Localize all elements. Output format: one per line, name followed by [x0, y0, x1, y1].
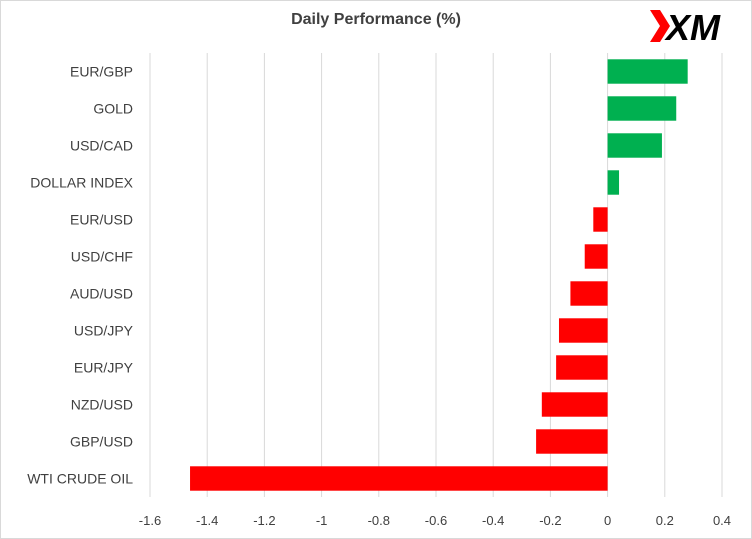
category-label: AUD/USD	[70, 286, 133, 302]
category-label: WTI CRUDE OIL	[27, 471, 133, 487]
x-tick-label: -1.2	[253, 513, 275, 528]
category-label: USD/JPY	[74, 323, 134, 339]
category-label: EUR/GBP	[70, 64, 133, 80]
bar	[607, 170, 620, 195]
x-tick-label: -0.2	[539, 513, 561, 528]
bar	[584, 244, 608, 269]
bar	[607, 133, 662, 158]
bar	[607, 59, 688, 84]
logo-text: XM	[664, 7, 721, 46]
bar	[570, 281, 608, 306]
x-tick-label: 0	[604, 513, 611, 528]
category-labels: EUR/GBP GOLD USD/CAD DOLLAR INDEX EUR/USD USD…	[27, 64, 133, 487]
x-tick-label: -0.4	[482, 513, 504, 528]
x-tick-labels: -1.6 -1.4 -1.2 -1 -0.8 -0.6 -0.4 -0.2 0 0.2 0.4	[139, 513, 731, 528]
bar	[541, 392, 608, 417]
category-label: DOLLAR INDEX	[30, 175, 133, 191]
logo-red-wedge	[650, 10, 670, 42]
x-tick-label: -1.6	[139, 513, 161, 528]
bars	[190, 59, 688, 491]
x-tick-label: 0.4	[713, 513, 731, 528]
x-tick-label: -0.6	[425, 513, 447, 528]
category-label: EUR/JPY	[74, 360, 134, 376]
bar	[558, 318, 608, 343]
x-tick-label: -1	[316, 513, 328, 528]
x-tick-label: 0.2	[656, 513, 674, 528]
category-label: GOLD	[93, 101, 133, 117]
category-label: EUR/USD	[70, 212, 133, 228]
xm-logo: XM	[650, 7, 721, 46]
category-label: USD/CHF	[71, 249, 133, 265]
category-label: NZD/USD	[71, 397, 133, 413]
x-tick-label: -0.8	[368, 513, 390, 528]
bar	[607, 96, 677, 121]
bar	[190, 466, 608, 491]
grid-lines	[149, 53, 723, 497]
category-label: GBP/USD	[70, 434, 133, 450]
chart-title: Daily Performance (%)	[291, 11, 461, 28]
bar	[593, 207, 608, 232]
bar	[556, 355, 608, 380]
category-label: USD/CAD	[70, 138, 133, 154]
x-tick-label: -1.4	[196, 513, 218, 528]
bar	[536, 429, 608, 454]
